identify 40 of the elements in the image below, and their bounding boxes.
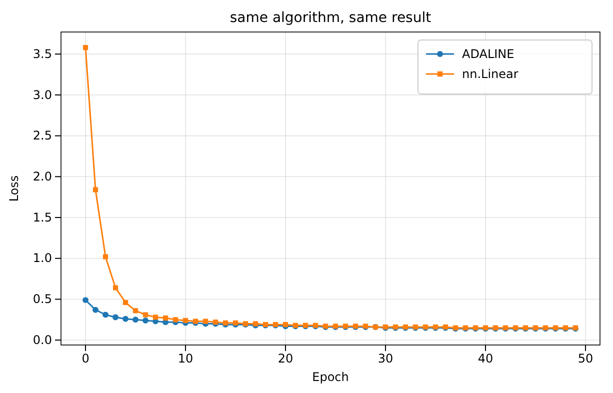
point — [132, 308, 138, 314]
point — [142, 318, 148, 324]
y-tick-label: 1.5 — [32, 210, 52, 224]
x-tick-label: 0 — [82, 352, 90, 366]
point — [122, 316, 128, 322]
point — [102, 312, 108, 318]
x-tick-label: 40 — [478, 352, 494, 366]
y-tick-label: 0.0 — [32, 332, 52, 347]
point — [232, 320, 238, 326]
y-axis-title: Loss — [7, 175, 21, 202]
y-tick-label: 3.0 — [32, 88, 52, 102]
x-tick-label: 50 — [578, 352, 594, 366]
point — [82, 297, 88, 304]
point — [92, 187, 98, 192]
y-tick-label: 2.0 — [32, 169, 52, 184]
point — [92, 306, 98, 313]
x-tick-label: 20 — [278, 352, 294, 366]
point — [162, 315, 168, 321]
x-tick-label: 10 — [178, 352, 194, 366]
point — [142, 312, 148, 318]
point — [132, 316, 138, 323]
point — [172, 317, 178, 322]
point — [202, 318, 208, 324]
y-tick-label: 1.0 — [32, 251, 52, 266]
point — [222, 320, 228, 326]
x-tick-label: 30 — [378, 352, 394, 366]
point — [182, 318, 188, 324]
y-tick-label: 0.5 — [32, 292, 52, 306]
point — [122, 300, 128, 306]
chart-title: same algorithm, same result — [230, 10, 432, 26]
point — [102, 254, 108, 260]
point — [112, 314, 118, 320]
point — [82, 44, 88, 50]
y-tick-label: 3.5 — [32, 46, 52, 61]
point — [112, 285, 118, 290]
y-tick-label: 2.5 — [32, 128, 52, 143]
legend-label: ADALINE — [462, 47, 514, 61]
point — [152, 314, 158, 320]
x-axis-title: Epoch — [312, 370, 349, 384]
legend-label: nn.Linear — [462, 67, 518, 81]
